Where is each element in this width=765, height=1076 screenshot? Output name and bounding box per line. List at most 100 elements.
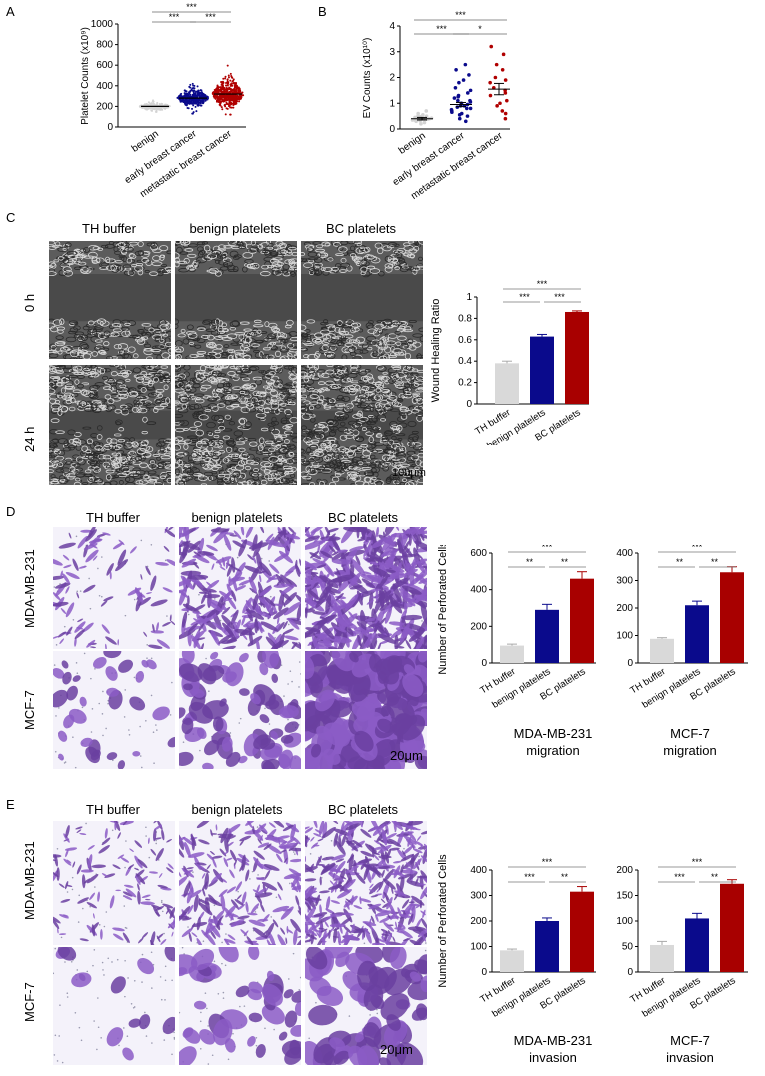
y-tick-label: 1	[466, 292, 472, 303]
data-point	[153, 107, 156, 110]
y-axis-label: Number of Perforated Cells	[437, 854, 449, 988]
data-point	[217, 88, 220, 91]
data-point	[226, 107, 229, 110]
panel-letter-e: E	[6, 797, 15, 812]
y-tick-label: 300	[616, 576, 633, 587]
data-point	[488, 93, 493, 98]
significance-label: **	[526, 557, 534, 567]
data-point	[239, 90, 242, 93]
data-point	[224, 113, 227, 116]
data-point	[225, 101, 228, 104]
y-tick-label: 3	[389, 47, 395, 58]
micrograph-d-mcf7-0	[52, 650, 176, 770]
significance-label: ***	[186, 2, 197, 12]
data-point	[227, 104, 230, 107]
data-point	[468, 106, 473, 111]
y-tick-label: 400	[470, 865, 487, 876]
data-point	[197, 101, 200, 104]
d2-caption-line1: MCF-7	[670, 726, 710, 741]
bar-0	[650, 638, 674, 663]
d1-caption-line1: MDA-MB-231	[513, 726, 593, 741]
data-point	[199, 102, 202, 105]
micrograph-24h-0	[48, 364, 172, 486]
y-tick-label: 400	[470, 585, 487, 596]
y-tick-label: 400	[96, 81, 113, 92]
y-tick-label: 0	[107, 122, 113, 133]
data-point	[459, 111, 464, 116]
data-point	[180, 92, 183, 95]
data-point	[138, 105, 141, 108]
data-point	[232, 78, 235, 81]
data-point	[199, 91, 202, 94]
data-point	[198, 94, 201, 97]
data-point	[160, 108, 163, 111]
significance-label: ***	[542, 545, 553, 552]
data-point	[227, 81, 230, 84]
data-point	[503, 78, 508, 82]
micrograph-24h-2	[300, 364, 424, 486]
data-point	[230, 103, 233, 106]
data-point	[187, 100, 190, 103]
data-point	[221, 82, 224, 85]
e1-caption-line2: invasion	[529, 1050, 577, 1065]
significance-label: ***	[537, 279, 548, 289]
data-point	[505, 98, 509, 103]
data-point	[197, 89, 200, 92]
significance-label: ***	[692, 545, 703, 552]
data-point	[158, 103, 161, 106]
e-col-head-th: TH buffer	[86, 802, 140, 817]
y-tick-label: 0	[481, 967, 487, 978]
e2-caption-line2: invasion	[666, 1050, 714, 1065]
y-tick-label: 0.2	[458, 378, 472, 389]
micrograph-0h-0	[48, 240, 172, 360]
significance-label: ***	[542, 857, 553, 867]
micrograph-d-mcf7-1	[178, 650, 302, 770]
significance-label: ***	[524, 872, 535, 882]
data-point	[236, 87, 239, 90]
bar-1	[535, 609, 559, 663]
y-tick-label: 100	[616, 916, 633, 927]
data-point	[191, 112, 194, 115]
data-point	[229, 79, 232, 82]
significance-label: ***	[674, 872, 685, 882]
data-point	[189, 86, 192, 89]
data-point	[235, 97, 238, 100]
data-point	[223, 94, 226, 97]
d-scale-label: 20μm	[390, 748, 423, 763]
d1-caption-line2: migration	[526, 743, 580, 758]
y-tick-label: 800	[96, 40, 113, 51]
data-point	[180, 95, 183, 98]
data-point	[221, 80, 224, 83]
data-point	[463, 119, 468, 124]
data-point	[229, 113, 232, 116]
c-col-head-bc: BC platelets	[325, 221, 397, 236]
y-tick-label: 0	[481, 658, 487, 669]
data-point	[419, 122, 423, 126]
data-point	[493, 75, 498, 80]
bar-2	[570, 891, 594, 972]
data-point	[216, 98, 219, 101]
d-row-head-mda: MDA-MB-231	[22, 549, 37, 628]
data-point	[217, 90, 220, 93]
significance-label: ***	[436, 24, 447, 34]
bar-1	[535, 921, 559, 972]
data-point	[232, 106, 235, 109]
data-point	[229, 98, 232, 101]
data-point	[238, 98, 241, 101]
data-point	[189, 95, 192, 98]
significance-label: *	[478, 24, 482, 34]
y-tick-label: 100	[470, 942, 487, 953]
data-point	[227, 74, 230, 77]
data-point	[187, 95, 190, 98]
micrograph-d-mda-0	[52, 526, 176, 650]
c-col-head-benign: benign platelets	[189, 221, 281, 236]
data-point	[168, 105, 171, 108]
data-point	[221, 108, 224, 111]
data-point	[220, 83, 223, 86]
data-point	[232, 99, 235, 102]
y-tick-label: 0	[466, 399, 472, 410]
data-point	[237, 89, 240, 92]
data-point	[194, 95, 197, 98]
data-point	[153, 103, 156, 106]
